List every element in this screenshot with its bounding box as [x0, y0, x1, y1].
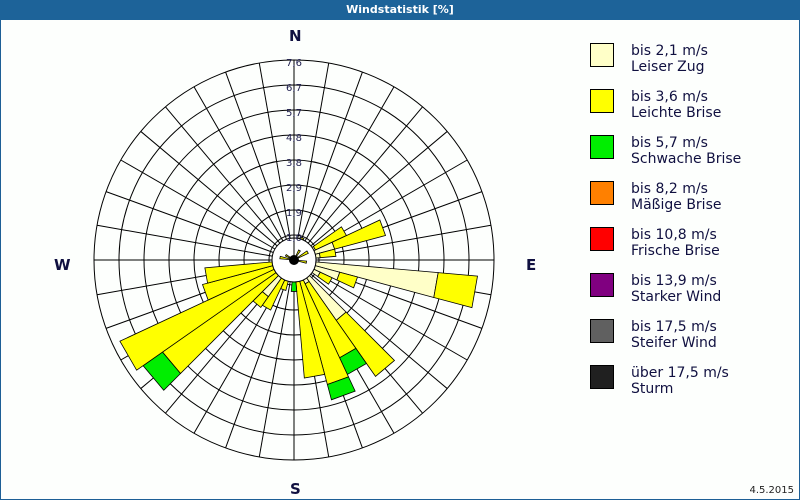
legend-speed: bis 5,7 m/s	[631, 135, 708, 151]
direction-north-label: N	[289, 27, 302, 45]
radial-tick-label: 2,9	[286, 183, 302, 194]
legend-name: Leiser Zug	[631, 59, 705, 75]
wind-sector	[335, 311, 396, 377]
legend-name: Mäßige Brise	[631, 197, 722, 213]
window-title: Windstatistik [%]	[0, 0, 800, 20]
legend-speed: bis 2,1 m/s	[631, 43, 708, 59]
legend-name: Starker Wind	[631, 289, 722, 305]
direction-west-label: W	[54, 256, 71, 274]
legend-name: Frische Brise	[631, 243, 720, 259]
legend-swatch	[590, 43, 614, 67]
wind-sector	[326, 376, 356, 401]
legend-speed: bis 3,6 m/s	[631, 89, 708, 105]
legend-swatch	[590, 181, 614, 205]
radial-tick-label: 3,8	[286, 158, 302, 169]
radial-tick-label: 1,0	[286, 233, 302, 244]
legend-name: Schwache Brise	[631, 151, 742, 167]
wind-sector	[317, 271, 333, 285]
radial-tick-label: 1,9	[286, 208, 302, 219]
direction-east-label: E	[526, 256, 537, 274]
legend-speed: bis 13,9 m/s	[631, 273, 717, 289]
legend-speed: bis 8,2 m/s	[631, 181, 708, 197]
legend-speed: bis 17,5 m/s	[631, 319, 717, 335]
legend-name: Steifer Wind	[631, 335, 717, 351]
wind-sector	[119, 266, 282, 371]
radial-tick-label: 7,6	[286, 58, 302, 69]
legend-swatch	[590, 227, 614, 251]
legend-swatch	[590, 365, 614, 389]
wind-rose-chart: 1,0 1,9 2,9 3,8 4,8 5,7 6,7 7,6	[93, 58, 495, 461]
radial-tick-label: 6,7	[286, 83, 302, 94]
wind-sector	[318, 248, 337, 259]
wind-sector	[331, 219, 387, 250]
legend-swatch	[590, 319, 614, 343]
legend-speed: bis 10,8 m/s	[631, 227, 717, 243]
wind-sector	[433, 272, 478, 309]
legend-speed: über 17,5 m/s	[631, 365, 729, 381]
radial-tick-label: 5,7	[286, 108, 302, 119]
date-stamp: 4.5.2015	[749, 485, 794, 496]
wind-sector	[336, 271, 359, 289]
direction-south-label: S	[290, 480, 301, 498]
legend-swatch	[590, 135, 614, 159]
legend-name: Sturm	[631, 381, 674, 397]
legend-swatch	[590, 89, 614, 113]
legend-swatch	[590, 273, 614, 297]
legend-name: Leichte Brise	[631, 105, 722, 121]
radial-tick-label: 4,8	[286, 133, 302, 144]
